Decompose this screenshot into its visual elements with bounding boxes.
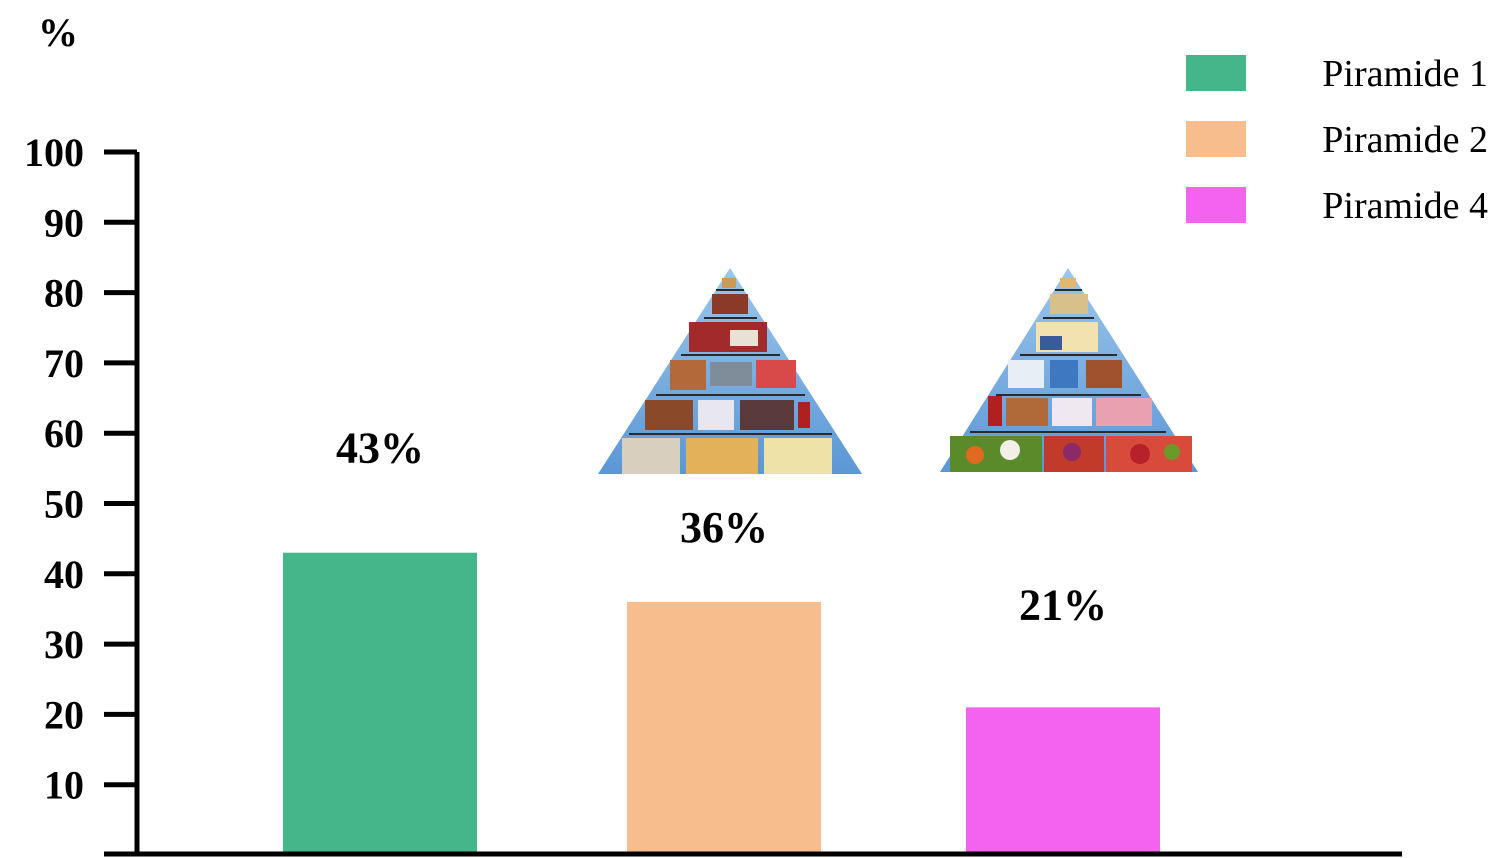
legend-label: Piramide 2 [1322, 119, 1488, 161]
y-tick-label: 50 [44, 482, 84, 527]
y-tick-label: 90 [44, 200, 84, 245]
y-tick-label: 80 [44, 271, 84, 316]
bar [627, 601, 821, 855]
legend-swatch [1186, 121, 1246, 157]
bar-data-label: 21% [1019, 580, 1107, 629]
y-tick-label: 70 [44, 341, 84, 386]
y-tick-label: 20 [44, 692, 84, 737]
legend-label: Piramide 1 [1322, 53, 1488, 95]
legend: Piramide 1 Piramide 2 Piramide 4 [1186, 53, 1488, 227]
bar-data-label: 43% [336, 424, 424, 473]
food-pyramid-4-image [940, 268, 1198, 472]
y-axis-unit: % [38, 10, 78, 55]
legend-swatch [1186, 187, 1246, 223]
bar-data-label: 36% [680, 503, 768, 552]
bars [283, 552, 1160, 855]
food-pyramid-2-image [598, 268, 862, 474]
y-tick-label: 40 [44, 552, 84, 597]
y-axis-ticks: 10 20 30 40 50 60 70 80 90 100 [24, 130, 137, 808]
bar [966, 707, 1160, 855]
bar-data-labels: 43% 36% 21% [336, 424, 1107, 630]
y-tick-label: 30 [44, 622, 84, 667]
bar [283, 552, 477, 855]
y-tick-label: 100 [24, 130, 84, 175]
legend-label: Piramide 4 [1322, 185, 1488, 227]
y-tick-label: 10 [44, 763, 84, 808]
y-tick-label: 60 [44, 411, 84, 456]
legend-swatch [1186, 55, 1246, 91]
